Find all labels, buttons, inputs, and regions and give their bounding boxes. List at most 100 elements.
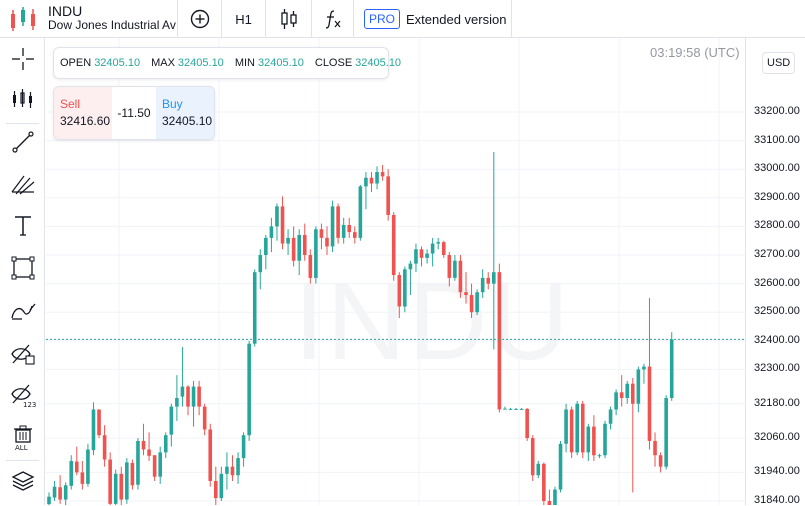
close-label: CLOSE — [314, 57, 353, 69]
indicators-button[interactable] — [312, 0, 354, 38]
candle-body — [219, 473, 224, 499]
candle-body — [664, 398, 668, 467]
extended-version-button[interactable]: PRO Extended version — [354, 0, 512, 38]
currency-button[interactable]: USD — [762, 52, 796, 74]
brush-icon — [10, 303, 35, 320]
sell-button[interactable]: Sell 32416.60 — [54, 87, 112, 139]
candle-body — [52, 486, 57, 498]
delete-all-tool[interactable]: ALL — [0, 418, 45, 458]
trend-line-icon — [11, 131, 34, 153]
layers-icon — [11, 471, 34, 491]
candle-body — [508, 408, 513, 410]
candle-body — [519, 408, 524, 410]
candle-body — [380, 172, 385, 177]
sell-price: 32416.60 — [60, 114, 111, 128]
candle-body — [291, 237, 296, 261]
compare-button[interactable] — [178, 0, 222, 38]
candle-body — [325, 237, 329, 247]
candle-body — [441, 242, 446, 256]
candle-body — [163, 435, 168, 453]
hide-drawings-icon — [10, 344, 35, 365]
indicators-tool[interactable] — [0, 79, 45, 119]
candle-body — [419, 249, 424, 258]
candle-body — [264, 237, 268, 256]
candle-body — [514, 408, 518, 410]
candle-body — [113, 473, 118, 504]
max-label: MAX — [151, 57, 175, 69]
chart-pane[interactable]: INDU — [46, 38, 745, 505]
price-tick-label: 32700.00 — [754, 248, 800, 260]
candle-body — [564, 409, 568, 444]
candle-body — [403, 269, 407, 307]
price-tick-label: 33200.00 — [754, 105, 800, 117]
candle-body — [108, 459, 112, 504]
text-tool[interactable] — [0, 206, 45, 246]
candle-body — [86, 449, 90, 484]
open-value: 32405.10 — [94, 57, 141, 69]
candle-body — [580, 403, 585, 453]
symbol-cell[interactable]: INDU Dow Jones Industrial Average — [0, 0, 178, 38]
buy-button[interactable]: Buy 32405.10 — [156, 87, 214, 139]
candle-body — [503, 408, 507, 410]
trend-line-tool[interactable] — [0, 122, 45, 162]
fib-tool[interactable] — [0, 164, 45, 204]
candle-body — [125, 462, 129, 500]
min-value: 32405.10 — [257, 57, 304, 69]
min-label: MIN — [234, 57, 255, 69]
candle-body — [608, 409, 613, 424]
brush-tool[interactable] — [0, 290, 45, 330]
pro-badge: PRO — [364, 9, 401, 29]
candle-body — [191, 386, 196, 407]
candle-body — [119, 473, 124, 500]
candle-body — [397, 275, 402, 307]
candle-body — [658, 455, 663, 467]
candle-body — [364, 177, 368, 187]
candle-body — [314, 229, 318, 278]
symbol-watermark: INDU — [294, 260, 571, 383]
crosshair-tool[interactable] — [0, 39, 45, 79]
chart-type-button[interactable] — [266, 0, 312, 38]
candle-body — [386, 176, 390, 215]
candle-body — [347, 224, 352, 233]
svg-text:123: 123 — [23, 401, 36, 408]
indicators-icon — [12, 89, 32, 108]
spread-value: -11.50 — [117, 106, 151, 120]
interval-button[interactable]: H1 — [222, 0, 266, 38]
price-tick-label: 32180.00 — [754, 396, 800, 409]
candle-body — [214, 480, 218, 499]
price-tick-label: 32060.00 — [754, 431, 800, 444]
rectangle-tool[interactable] — [0, 248, 45, 288]
ohlc-legend: OPEN 32405.10 MAX 32405.10 MIN 32405.10 … — [53, 47, 401, 79]
candle-body — [258, 255, 263, 273]
candle-body — [669, 339, 674, 399]
layers-tool[interactable] — [0, 461, 45, 501]
candle-body — [302, 234, 307, 256]
crosshair-icon — [11, 48, 34, 70]
candle-body — [186, 386, 190, 407]
price-axis[interactable]: USD 33200.00 33100.00 33000.00 32900.00 3280… — [745, 38, 805, 506]
candle-body — [275, 206, 279, 227]
candle-body — [480, 277, 485, 293]
candle-body — [169, 406, 174, 435]
candlestick-chart[interactable] — [46, 38, 745, 505]
candle-body — [247, 343, 251, 436]
candle-body — [458, 260, 463, 293]
sell-label: Sell — [60, 97, 81, 111]
candle-body — [241, 435, 246, 459]
candle-body — [330, 206, 335, 247]
candle-body — [369, 177, 374, 184]
candle-body — [280, 206, 285, 244]
candle-body — [569, 409, 574, 453]
candle-body — [353, 232, 357, 238]
hide-numbers-tool[interactable]: 123 — [0, 376, 45, 416]
candle-body — [230, 466, 235, 476]
candle-body — [447, 255, 452, 278]
candle-body — [141, 440, 146, 450]
close-value: 32405.10 — [355, 57, 402, 69]
symbol-name: INDU — [48, 3, 83, 19]
open-label: OPEN — [60, 57, 92, 69]
hide-drawings-tool[interactable] — [0, 334, 45, 374]
candle-body — [647, 366, 652, 441]
candle-body — [464, 292, 468, 296]
price-tick-label: 32600.00 — [754, 276, 800, 289]
